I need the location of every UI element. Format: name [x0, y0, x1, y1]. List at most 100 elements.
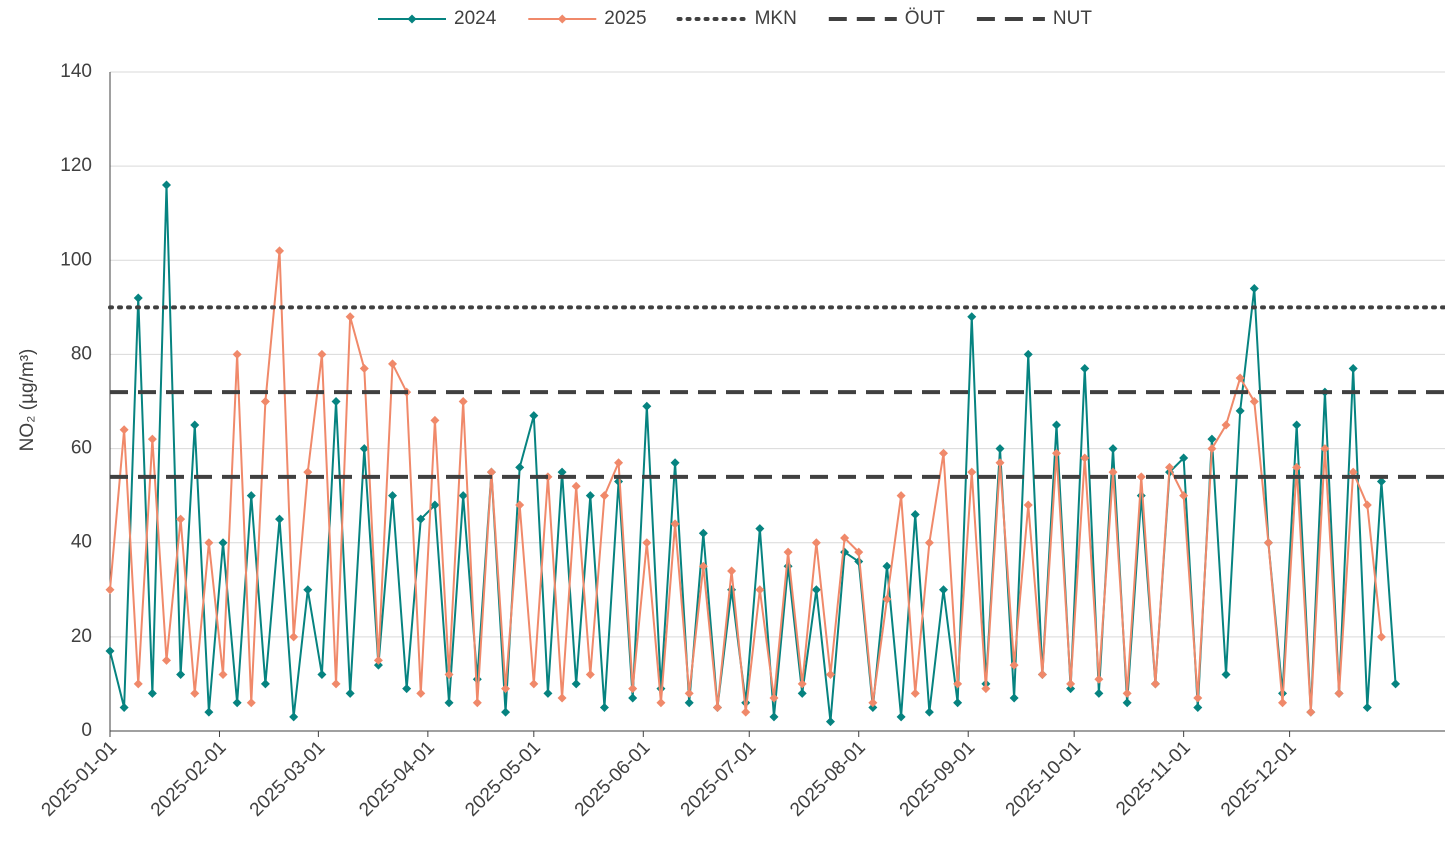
data-point — [642, 538, 652, 548]
data-point — [727, 566, 737, 576]
data-point — [1009, 660, 1019, 670]
data-point — [698, 528, 708, 538]
data-point — [133, 293, 143, 303]
data-point — [953, 679, 963, 689]
data-point — [557, 693, 567, 703]
data-point — [1108, 444, 1118, 454]
data-point — [1376, 477, 1386, 487]
data-point — [1221, 420, 1231, 430]
data-point — [1278, 698, 1288, 708]
data-point — [331, 679, 341, 689]
data-point — [1334, 688, 1344, 698]
data-point — [275, 246, 285, 256]
data-point — [359, 364, 369, 374]
data-point — [698, 561, 708, 571]
data-point — [162, 655, 172, 665]
data-point — [218, 670, 228, 680]
data-point — [1037, 670, 1047, 680]
data-point — [896, 491, 906, 501]
data-point — [345, 312, 355, 322]
data-point — [1080, 453, 1090, 463]
legend-label: NUT — [1053, 8, 1092, 29]
data-point — [628, 684, 638, 694]
data-point — [1052, 448, 1062, 458]
data-point — [628, 693, 638, 703]
data-point — [967, 467, 977, 477]
data-point — [246, 698, 256, 708]
data-point — [1165, 462, 1175, 472]
data-point — [515, 462, 525, 472]
data-point — [486, 467, 496, 477]
data-point — [571, 679, 581, 689]
data-point — [599, 702, 609, 712]
data-point — [529, 679, 539, 689]
series-line — [109, 250, 1383, 713]
data-point — [840, 533, 850, 543]
data-point — [811, 585, 821, 595]
data-point — [1306, 707, 1316, 717]
x-tick-label: 2025-02-01 — [147, 737, 231, 821]
data-point — [303, 585, 313, 595]
data-point — [599, 491, 609, 501]
data-point — [783, 561, 793, 571]
data-point — [402, 684, 412, 694]
data-point — [416, 514, 426, 524]
data-point — [1023, 349, 1033, 359]
data-point — [1249, 284, 1259, 294]
data-point — [1221, 670, 1231, 680]
data-point — [571, 481, 581, 491]
data-point — [741, 707, 751, 717]
data-point — [995, 444, 1005, 454]
data-point — [1136, 491, 1146, 501]
data-point — [1094, 688, 1104, 698]
data-point — [388, 359, 398, 369]
series-line — [109, 184, 1397, 722]
data-point — [1263, 538, 1273, 548]
data-point — [218, 538, 228, 548]
data-point — [797, 679, 807, 689]
x-tick-label: 2025-04-01 — [355, 737, 439, 821]
data-point — [882, 594, 892, 604]
data-point — [232, 698, 242, 708]
x-tick-label: 2025-12-01 — [1217, 737, 1301, 821]
data-point — [642, 401, 652, 411]
data-point — [317, 349, 327, 359]
data-point — [910, 509, 920, 519]
data-point — [444, 698, 454, 708]
y-tick-label: 120 — [60, 155, 92, 176]
data-point — [501, 707, 511, 717]
data-point — [868, 702, 878, 712]
data-point — [614, 458, 624, 468]
data-point — [1391, 679, 1401, 689]
data-point — [430, 415, 440, 425]
data-point — [910, 688, 920, 698]
data-point — [755, 524, 765, 534]
data-point — [755, 585, 765, 595]
data-point — [557, 467, 567, 477]
data-point — [924, 538, 934, 548]
data-point — [162, 180, 172, 190]
data-point — [1179, 491, 1189, 501]
y-tick-label: 0 — [81, 720, 92, 741]
x-tick-label: 2025-06-01 — [571, 737, 655, 821]
data-point — [1108, 467, 1118, 477]
x-tick-label: 2025-07-01 — [677, 737, 761, 821]
data-point — [119, 702, 129, 712]
data-point — [967, 312, 977, 322]
data-point — [1193, 702, 1203, 712]
x-tick-label: 2025-10-01 — [1002, 737, 1086, 821]
data-point — [1179, 453, 1189, 463]
legend-label: ÖUT — [905, 8, 946, 29]
data-point — [797, 688, 807, 698]
data-point — [1136, 472, 1146, 482]
data-point — [938, 448, 948, 458]
data-point — [854, 547, 864, 557]
data-point — [472, 698, 482, 708]
data-point — [684, 688, 694, 698]
data-point — [783, 547, 793, 557]
data-point — [105, 585, 115, 595]
data-point — [246, 491, 256, 501]
y-tick-label: 140 — [60, 61, 92, 82]
data-point — [430, 500, 440, 510]
x-tick-label: 2025-01-01 — [37, 737, 121, 821]
